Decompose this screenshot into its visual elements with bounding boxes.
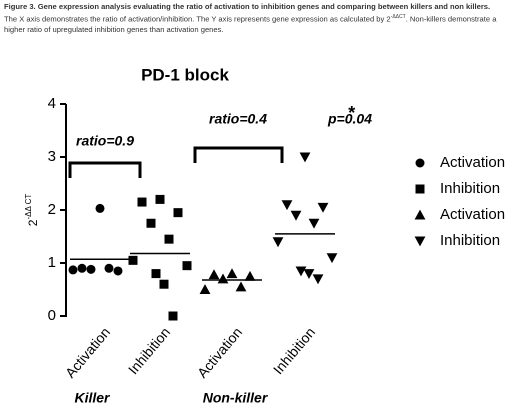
data-point: [317, 202, 329, 213]
data-point: [290, 210, 302, 221]
data-point: [173, 208, 183, 218]
data-point: [244, 270, 256, 281]
legend-label: Activation: [440, 206, 505, 223]
group-label: Non-killer: [203, 390, 269, 406]
group-label: Killer: [74, 390, 111, 406]
y-axis-label: 2-ΔΔ CT: [24, 194, 40, 227]
data-point: [113, 266, 123, 276]
data-point: [303, 269, 315, 279]
data-point: [226, 268, 238, 279]
data-point: [326, 253, 338, 264]
data-point: [155, 194, 165, 204]
annotation: ratio=0.9: [76, 133, 134, 149]
annotation: *: [347, 103, 355, 123]
data-point: [168, 311, 178, 321]
caption-text: . Non-killers demonstrate a higher ratio…: [4, 14, 497, 34]
data-point: [272, 237, 284, 248]
legend-label: Inhibition: [440, 180, 500, 197]
legend-label: Activation: [440, 154, 505, 171]
data-point: [77, 263, 87, 273]
chart-title: PD-1 block: [141, 65, 229, 84]
bracket: [68, 161, 142, 178]
legend-marker: [415, 184, 425, 194]
legend-marker: [414, 236, 426, 247]
data-point: [137, 197, 147, 207]
data-point: [182, 261, 192, 271]
data-point: [68, 265, 78, 275]
data-point: [104, 263, 114, 273]
legend-marker: [415, 158, 425, 168]
y-tick-label: 2: [48, 201, 56, 218]
data-point: [164, 234, 174, 244]
caption-text: The X axis demonstrates the ratio of act…: [4, 14, 391, 24]
data-point: [308, 218, 320, 229]
x-tick-label: Inhibition: [270, 324, 318, 377]
data-point: [95, 203, 105, 213]
data-point: [295, 266, 307, 277]
y-label-base: 2: [26, 219, 40, 226]
y-tick-label: 4: [48, 95, 56, 112]
data-point: [235, 281, 247, 292]
x-tick-label: Inhibition: [125, 324, 173, 377]
data-point: [199, 284, 211, 294]
data-point: [86, 264, 96, 274]
y-tick-label: 3: [48, 148, 56, 165]
legend-label: Inhibition: [440, 232, 500, 249]
data-point: [151, 269, 161, 279]
legend-marker: [414, 209, 426, 220]
data-point: [128, 255, 138, 265]
caption-sup: -ΔΔCT: [390, 14, 406, 20]
x-tick-label: Activation: [62, 324, 113, 381]
data-point: [159, 279, 169, 289]
x-tick-label: Activation: [194, 324, 245, 381]
y-tick-label: 0: [48, 307, 56, 324]
caption: Figure 3. Gene expression analysis evalu…: [4, 2, 504, 35]
data-point: [299, 152, 311, 163]
data-point: [208, 269, 220, 280]
data-point: [312, 274, 324, 285]
data-point: [217, 273, 229, 284]
data-point: [281, 200, 293, 211]
caption-bold: Figure 3. Gene expression analysis evalu…: [4, 2, 491, 11]
y-tick-label: 1: [48, 254, 56, 271]
y-label-sup: -ΔΔ CT: [24, 194, 33, 220]
annotation: p=0.04: [327, 111, 372, 127]
data-point: [146, 218, 156, 228]
bracket: [193, 146, 284, 163]
annotation: ratio=0.4: [209, 111, 267, 127]
